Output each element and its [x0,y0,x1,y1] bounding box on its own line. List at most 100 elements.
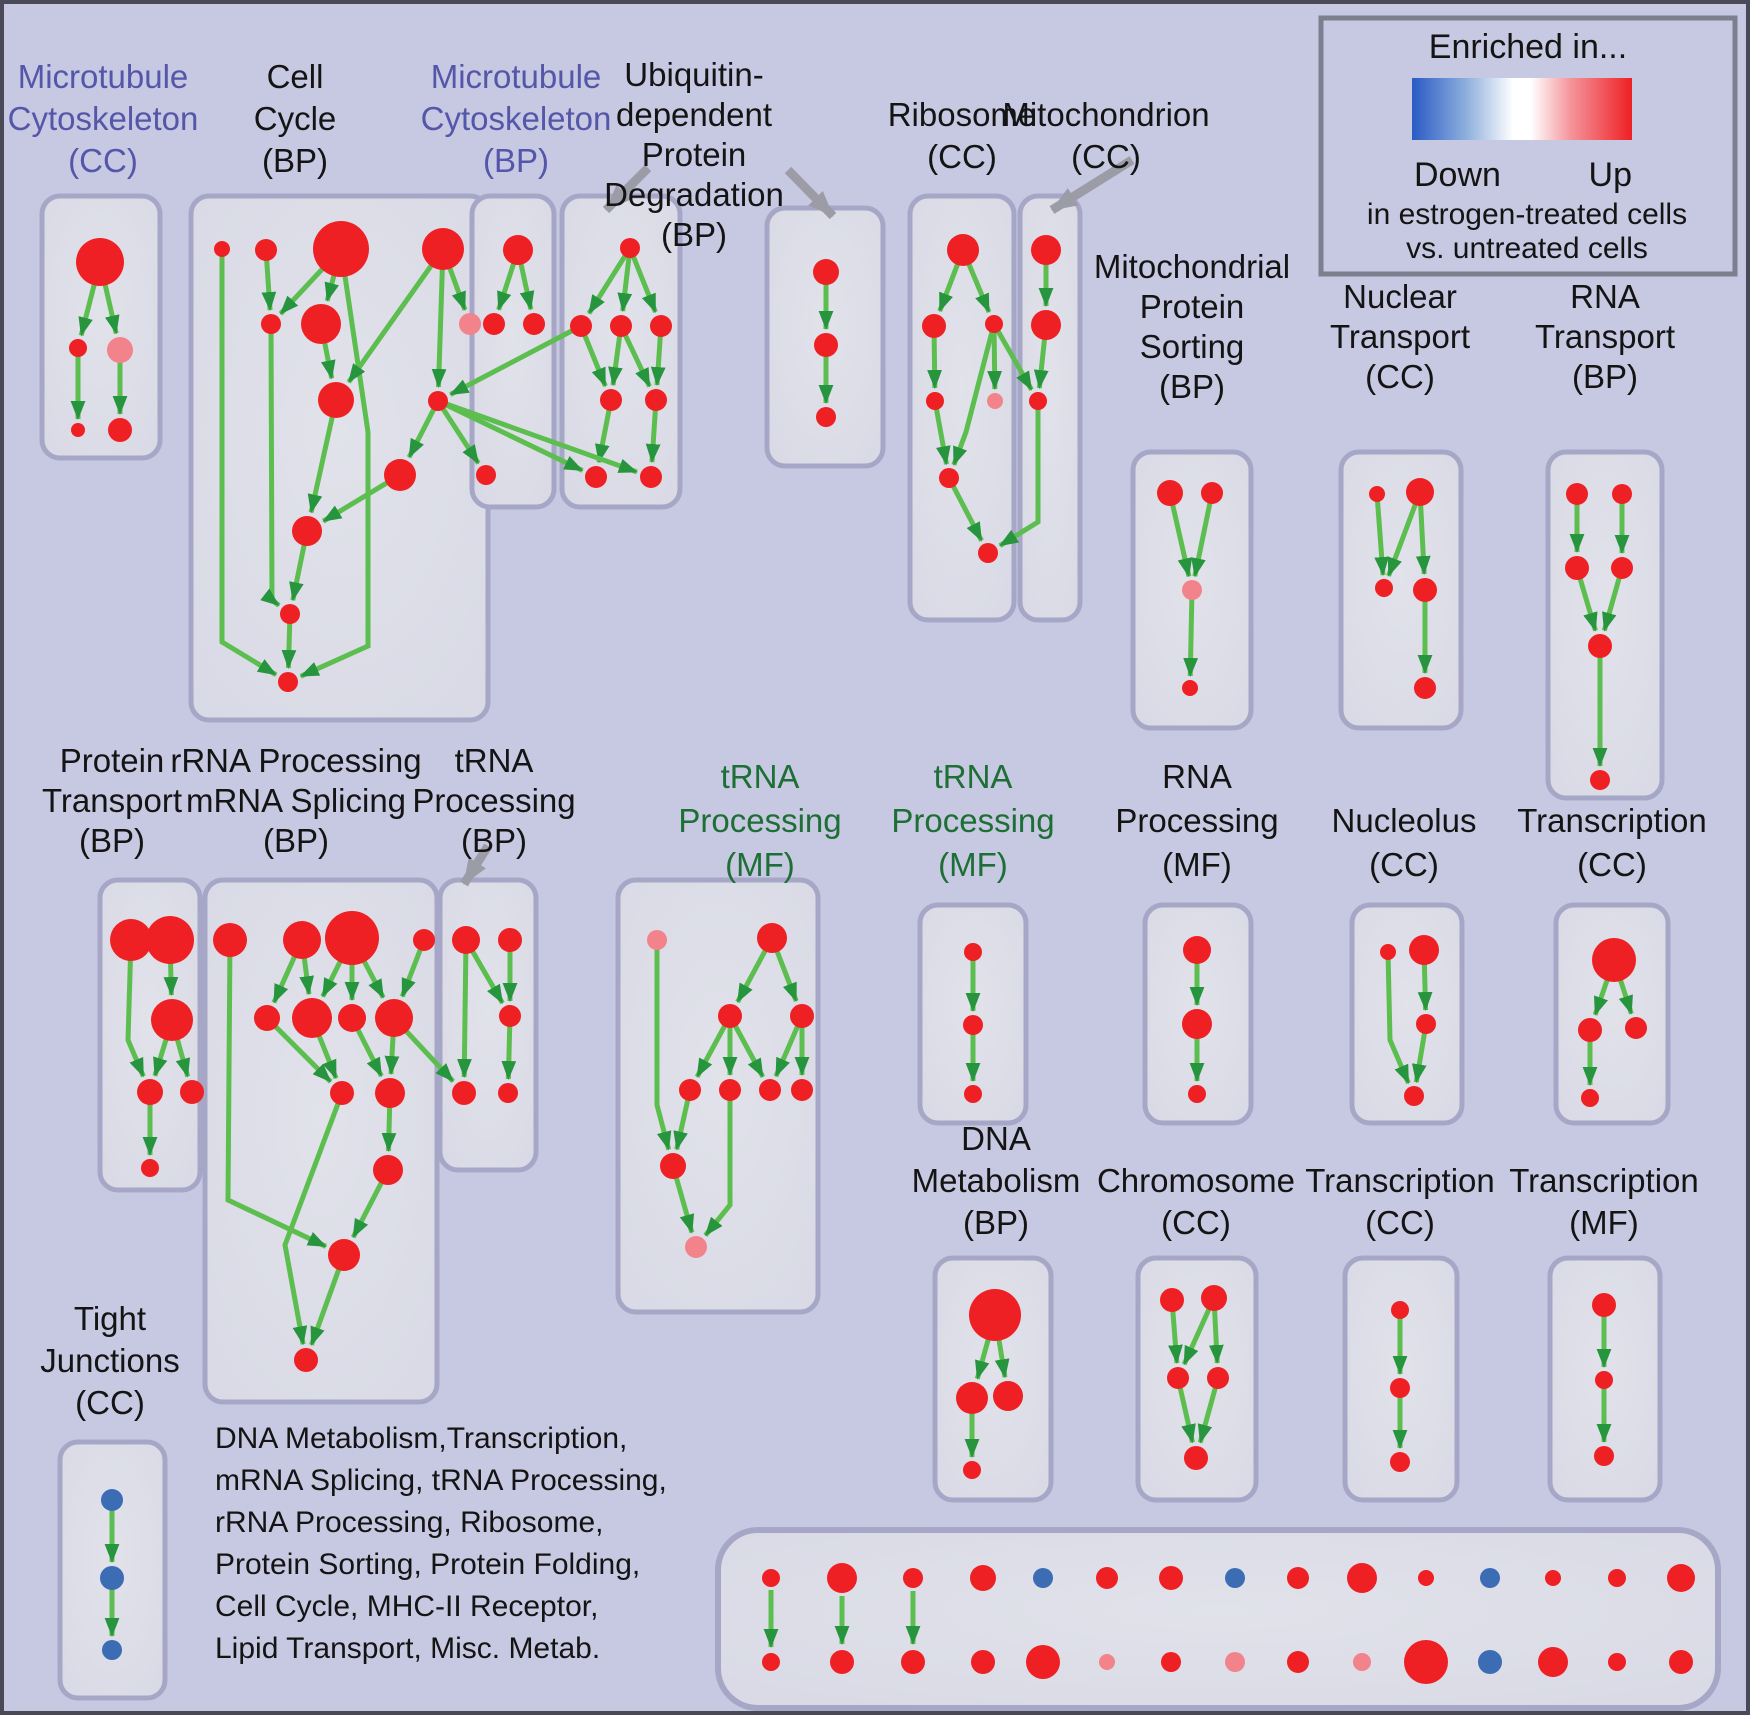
go-term-node-cc12 [280,604,300,624]
go-term-node-mi2 [1031,310,1061,340]
misc-node-bottom-14 [1669,1650,1693,1674]
cluster-label-transcription_cc_mid-line1: Transcription [1517,802,1707,839]
misc-node-top-8 [1287,1567,1309,1589]
cluster-label-rna_processing_mf-line3: (MF) [1162,846,1232,883]
cluster-label-tight_junctions-line3: (CC) [75,1384,145,1421]
edge-s9-s13 [282,1092,345,1346]
go-term-node-p4 [1182,680,1198,696]
misc-node-top-0 [762,1569,780,1587]
go-term-node-r2 [922,314,946,338]
go-term-node-z3 [1594,1446,1614,1466]
cluster-label-mt_cc-line2: Cytoskeleton [8,100,199,137]
misc-node-bottom-3 [971,1650,995,1674]
go-term-node-k4 [1581,1089,1599,1107]
go-term-node-w10 [685,1236,707,1258]
misc-node-top-1 [827,1563,857,1593]
go-term-node-j3 [102,1640,122,1660]
go-term-node-u5 [645,389,667,411]
cluster-label-ubiquitin-line4: Degradation [604,176,784,213]
go-term-node-u4 [600,389,622,411]
go-term-node-r3 [985,315,1003,333]
go-term-node-m3 [523,313,545,335]
label-pointer-arrow-3 [460,843,492,887]
legend-box [1318,15,1738,277]
label-pointer-arrow-1 [784,166,837,220]
go-term-node-tb5 [498,1083,518,1103]
go-term-node-cc4 [422,228,464,270]
cluster-box-trna_mf_large [615,877,821,1315]
go-term-node-a2 [69,339,87,357]
annotation-text-line-2: mRNA Splicing, tRNA Processing, [215,1464,667,1497]
go-term-node-z2 [1595,1371,1613,1389]
misc-node-top-9 [1347,1563,1377,1593]
go-term-node-w8 [791,1079,813,1101]
go-term-node-m1 [503,235,533,265]
edge-p2-p3 [1191,492,1215,578]
go-term-node-v1 [813,259,839,285]
misc-node-top-2 [903,1568,923,1588]
go-term-node-c4 [1207,1367,1229,1389]
go-term-node-p1 [1157,480,1183,506]
go-term-node-w2 [757,923,787,953]
misc-node-bottom-9 [1353,1653,1371,1671]
cluster-label-protein_transport-line2: Transport [42,782,182,819]
go-term-node-tb3 [499,1005,521,1027]
go-term-node-cc6 [301,304,341,344]
go-term-node-m4 [476,465,496,485]
cluster-label-trna_mf_large-line1: tRNA [721,758,800,795]
go-term-node-s11 [373,1155,403,1185]
misc-node-bottom-4 [1026,1645,1060,1679]
go-term-node-cc5 [261,314,281,334]
cluster-label-tight_junctions-line1: Tight [74,1300,146,1337]
misc-node-top-11 [1480,1568,1500,1588]
go-term-node-w4 [790,1004,814,1028]
go-term-node-x3 [964,1085,982,1103]
cluster-label-cell_cycle-line2: Cycle [254,100,337,137]
edge-w1-w9 [654,940,672,1151]
cross-edge-cc9-m4 [435,399,481,465]
edge-s1-s12 [225,939,327,1249]
go-term-node-d4 [963,1461,981,1479]
cluster-label-rna_transport-line1: RNA [1570,278,1640,315]
cluster-label-transcription_cc_mid-line2: (CC) [1577,846,1647,883]
go-term-node-u0 [620,238,640,258]
cluster-label-nucleolus-line2: (CC) [1369,846,1439,883]
cluster-label-mt_cc-line3: (CC) [68,142,138,179]
go-term-node-t5 [1588,634,1612,658]
cluster-label-dna_metabolism-line2: Metabolism [912,1162,1081,1199]
cluster-label-mito_protein_sorting-line3: Sorting [1140,328,1245,365]
cluster-box-mt_cc [39,193,163,461]
cluster-label-ubiquitin-line3: Protein [642,136,747,173]
go-term-node-h1 [1380,944,1396,960]
go-term-node-mi1 [1031,235,1061,265]
misc-node-top-10 [1418,1570,1434,1586]
go-term-node-cc2 [255,239,277,261]
go-term-node-w7 [759,1079,781,1101]
go-term-node-g2 [1182,1009,1212,1039]
go-term-node-w1 [647,930,667,950]
edge-cc8-cc11 [307,399,339,514]
edge-r6-r7 [946,476,984,542]
cluster-box-dna_metabolism [932,1255,1054,1503]
go-term-node-c3 [1167,1367,1189,1389]
go-term-node-r4 [926,392,944,410]
cluster-label-ubiquitin-line1: Ubiquitin- [624,56,763,93]
label-pointer-arrow-0 [602,164,652,214]
go-term-node-v3 [816,407,836,427]
cluster-box-chromosome [1135,1255,1259,1503]
annotation-text-line-3: rRNA Processing, Ribosome, [215,1506,603,1539]
cluster-label-nucleolus-line1: Nucleolus [1332,802,1477,839]
edge-u0-u2 [617,247,633,313]
legend-down-label: Down [1414,156,1501,194]
go-term-node-u2 [610,315,632,337]
cluster-label-mitochondrion-line1: Mitochondrion [1002,96,1209,133]
misc-node-bottom-8 [1287,1651,1309,1673]
go-term-node-tb1 [452,926,480,954]
go-term-node-h2 [1409,935,1439,965]
misc-node-top-12 [1545,1570,1561,1586]
go-term-node-n2 [1406,478,1434,506]
go-term-node-x2 [963,1015,983,1035]
cluster-label-ubiquitin-line5: (BP) [661,216,727,253]
cluster-label-trna_mf_small-line3: (MF) [938,846,1008,883]
misc-node-bottom-10 [1404,1640,1448,1684]
